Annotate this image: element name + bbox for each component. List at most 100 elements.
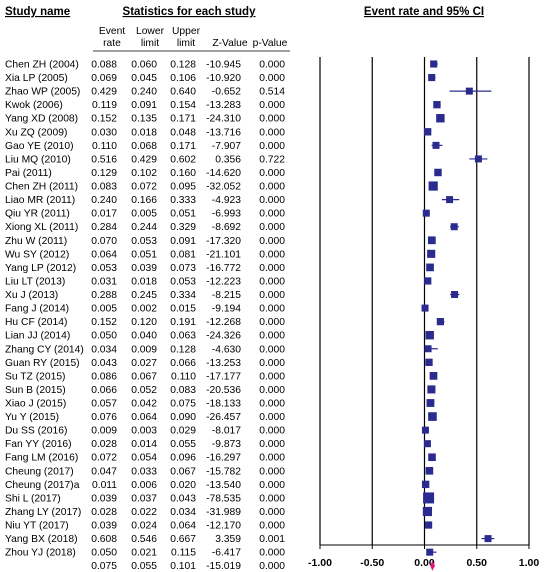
lower-limit: 0.018 — [131, 127, 157, 138]
z-value: -12.170 — [206, 521, 241, 532]
study-marker — [425, 330, 434, 340]
event-rate: 0.129 — [91, 168, 117, 179]
upper-limit: 0.020 — [170, 480, 196, 491]
event-rate: 0.053 — [91, 263, 117, 274]
p-value: 0.000 — [259, 249, 285, 260]
p-value: 0.000 — [259, 127, 285, 138]
p-value: 0.000 — [259, 290, 285, 301]
lower-limit: 0.245 — [131, 290, 157, 301]
study-marker — [436, 114, 445, 123]
z-value: -31.989 — [206, 507, 241, 518]
study-marker — [428, 181, 438, 191]
z-value: -10.920 — [206, 73, 241, 84]
z-value: -9.194 — [212, 304, 241, 315]
point-estimate — [425, 330, 434, 340]
table-row: Su TZ (2015) 0.086 0.067 0.110 -17.177 0.000 — [5, 371, 285, 382]
p-value: 0.722 — [259, 154, 285, 165]
point-estimate — [428, 181, 438, 191]
p-value: 0.000 — [259, 168, 285, 179]
study-name: Xia LP (2005) — [5, 73, 68, 84]
upper-limit: 0.640 — [170, 87, 196, 98]
z-value: 3.359 — [215, 534, 241, 545]
lower-limit: 0.064 — [131, 412, 157, 423]
upper-limit: 0.667 — [170, 534, 196, 545]
study-marker — [429, 372, 438, 380]
point-estimate — [426, 399, 435, 407]
study-marker — [481, 535, 495, 543]
table-row: Zhu W (2011) 0.070 0.053 0.091 -17.320 0.000 — [5, 236, 285, 247]
p-value: 0.000 — [259, 385, 285, 396]
upper-limit: 0.095 — [170, 182, 196, 193]
lower-limit: 0.060 — [131, 60, 157, 71]
study-name: Xiao J (2015) — [5, 399, 66, 410]
upper-limit: 0.154 — [170, 100, 196, 111]
point-estimate — [423, 492, 435, 504]
lower-limit: 0.546 — [131, 534, 157, 545]
z-value: -8.692 — [212, 222, 241, 233]
upper-limit: 0.329 — [170, 222, 196, 233]
study-name: Liu LT (2013) — [5, 276, 65, 287]
table-row: Yang LP (2012) 0.053 0.039 0.073 -16.772 0.00… — [5, 263, 285, 274]
p-value: 0.000 — [259, 317, 285, 328]
table-row: Yang BX (2018) 0.608 0.546 0.667 3.359 0.001 — [5, 534, 285, 545]
table-row: Yu Y (2015) 0.076 0.064 0.090 -26.457 0.000 — [5, 412, 285, 423]
p-value: 0.000 — [259, 561, 285, 572]
event-rate: 0.075 — [91, 561, 117, 572]
event-rate: 0.043 — [91, 358, 117, 369]
study-marker — [450, 291, 460, 299]
upper-limit: 0.106 — [170, 73, 196, 84]
point-estimate — [436, 318, 444, 326]
upper-limit: 0.015 — [170, 304, 196, 315]
point-estimate — [465, 87, 473, 95]
study-marker — [427, 236, 436, 245]
z-value: -7.907 — [212, 141, 241, 152]
table-row: Xiong XL (2011) 0.284 0.244 0.329 -8.692 0.00… — [5, 222, 285, 233]
event-rate: 0.050 — [91, 331, 117, 342]
p-value: 0.000 — [259, 521, 285, 532]
event-rate: 0.047 — [91, 466, 117, 477]
point-estimate — [422, 506, 433, 517]
study-marker — [434, 168, 442, 177]
lower-limit: 0.120 — [131, 317, 157, 328]
point-estimate — [425, 467, 434, 475]
upper-limit: 0.171 — [170, 114, 196, 125]
table-row: Lian JJ (2014) 0.050 0.040 0.063 -24.326 0.00… — [5, 331, 285, 342]
table-row: Pai (2011) 0.129 0.102 0.160 -14.620 0.000 — [5, 168, 285, 179]
p-value: 0.000 — [259, 195, 285, 206]
study-name: Xiong XL (2011) — [5, 222, 78, 233]
point-estimate — [424, 521, 433, 529]
study-marker — [425, 467, 434, 475]
lower-limit: 0.027 — [131, 358, 157, 369]
study-name: Du SS (2016) — [5, 426, 67, 437]
table-row: Fang J (2014) 0.005 0.002 0.015 -9.194 0.000 — [5, 304, 285, 315]
upper-limit: 0.101 — [170, 561, 196, 572]
point-estimate — [427, 236, 436, 245]
event-rate: 0.069 — [91, 73, 117, 84]
event-rate: 0.516 — [91, 154, 117, 165]
study-marker — [426, 548, 437, 556]
table-row: Xiao J (2015) 0.057 0.042 0.075 -18.133 0.000 — [5, 399, 285, 410]
lower-limit: 0.024 — [131, 521, 157, 532]
point-estimate — [432, 141, 440, 149]
study-name: Xu J (2013) — [5, 290, 58, 301]
p-value: 0.000 — [259, 73, 285, 84]
lower-limit: 0.166 — [131, 195, 157, 206]
z-value: -16.297 — [206, 453, 241, 464]
header-lower-limit: Lower — [136, 26, 165, 37]
lower-limit: 0.022 — [131, 507, 157, 518]
point-estimate — [428, 453, 436, 462]
study-name: Hu CF (2014) — [5, 317, 67, 328]
lower-limit: 0.068 — [131, 141, 157, 152]
p-value: 0.001 — [259, 534, 285, 545]
table-row: Cheung (2017)a 0.011 0.006 0.020 -13.540 0.00… — [5, 480, 285, 491]
study-name: Fang J (2014) — [5, 304, 69, 315]
study-name: Yu Y (2015) — [5, 412, 59, 423]
upper-limit: 0.067 — [170, 466, 196, 477]
upper-limit: 0.053 — [170, 276, 196, 287]
study-marker — [430, 60, 438, 68]
z-value: -6.417 — [212, 548, 241, 559]
upper-limit: 0.115 — [171, 548, 196, 559]
event-rate: 0.034 — [91, 344, 117, 355]
z-value: -17.177 — [206, 371, 241, 382]
